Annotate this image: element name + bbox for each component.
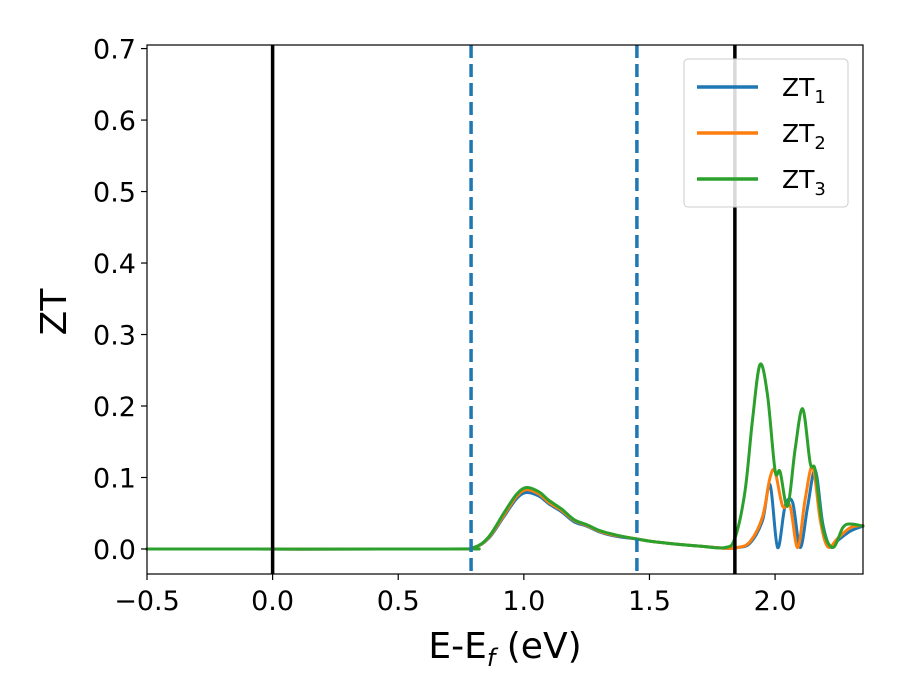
x-tick-label: 1.0 bbox=[502, 586, 545, 617]
y-tick-label: 0.6 bbox=[93, 106, 136, 137]
y-tick-label: 0.0 bbox=[93, 535, 136, 566]
x-tick-label: 1.5 bbox=[628, 586, 671, 617]
y-axis-label: ZT bbox=[34, 288, 75, 336]
plot-frame bbox=[146, 44, 864, 575]
y-tick-label: 0.1 bbox=[93, 463, 136, 494]
legend: ZT1 ZT2 ZT3 bbox=[683, 58, 849, 208]
series-lines bbox=[145, 362, 865, 551]
y-tick-label: 0.3 bbox=[93, 321, 136, 352]
x-tick-label: 0.5 bbox=[377, 586, 420, 617]
y-tick-label: 0.4 bbox=[93, 249, 136, 280]
x-axis-ticks: −0.5 0.0 0.5 1.0 1.5 2.0 bbox=[114, 574, 797, 617]
y-tick-label: 0.5 bbox=[93, 178, 136, 209]
x-tick-label: −0.5 bbox=[114, 586, 180, 617]
legend-label-zt2: ZT2 bbox=[782, 119, 826, 154]
y-axis-ticks: 0.0 0.1 0.2 0.3 0.4 0.5 0.6 0.7 bbox=[93, 35, 147, 566]
x-tick-label: 0.0 bbox=[251, 586, 294, 617]
y-tick-label: 0.2 bbox=[93, 392, 136, 423]
legend-frame bbox=[683, 58, 849, 208]
legend-label-zt1: ZT1 bbox=[782, 73, 826, 108]
legend-items: ZT1 ZT2 ZT3 bbox=[697, 73, 826, 200]
legend-label-zt3: ZT3 bbox=[782, 165, 826, 200]
series-line-zt3 bbox=[145, 362, 865, 551]
x-tick-label: 2.0 bbox=[754, 586, 797, 617]
y-tick-label: 0.7 bbox=[93, 35, 136, 66]
x-axis-label: E-Ef (eV) bbox=[428, 626, 581, 672]
